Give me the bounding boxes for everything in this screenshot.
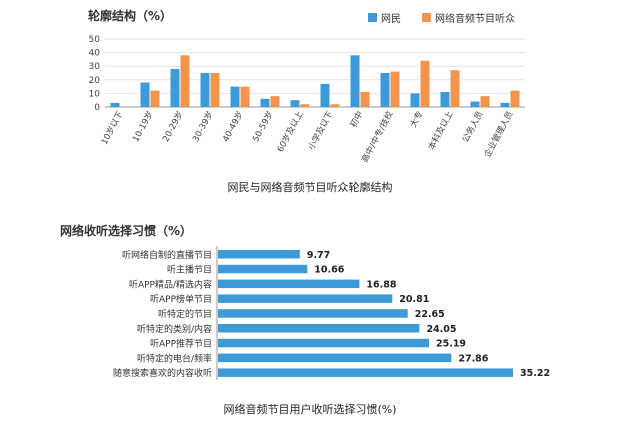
y-tick-label: 50 (89, 35, 101, 45)
bar-netizen (410, 93, 420, 107)
habit-chart-bars (218, 250, 513, 377)
habit-bar (218, 264, 308, 274)
bar-netizen (470, 101, 480, 107)
x-tick-label: 50-59岁 (250, 109, 275, 143)
profile-chart-bars (110, 55, 520, 107)
habit-value-label: 27.86 (458, 353, 488, 364)
bar-listener (360, 92, 370, 107)
habit-bar (218, 250, 300, 259)
bar-listener (480, 96, 490, 107)
x-tick-label: 30-39岁 (190, 109, 215, 143)
legend-swatch-audio-listener (422, 13, 431, 22)
bar-netizen (380, 73, 390, 107)
bar-netizen (290, 100, 300, 107)
habit-category-label: 听APP推荐节目 (150, 338, 212, 350)
habit-chart-title: 网络收听选择习惯（%） (60, 223, 192, 238)
x-tick-label: 20-29岁 (160, 109, 185, 143)
bar-netizen (170, 68, 180, 107)
habit-bar (218, 368, 513, 377)
habit-value-label: 16.88 (366, 279, 396, 290)
habit-value-label: 10.66 (314, 265, 344, 276)
x-tick-label: 本科及以上 (426, 109, 456, 152)
profile-chart-grid (105, 38, 525, 108)
habit-chart: 网络收听选择习惯（%） 听网络自制的直播节目听主播节目听APP精品/精选内容听A… (60, 223, 550, 416)
bar-listener (300, 104, 310, 107)
habit-bar (218, 338, 429, 348)
bar-netizen (230, 86, 240, 107)
habit-bar (218, 309, 408, 318)
habit-category-label: 听特定的节目 (158, 308, 212, 320)
x-tick-label: 大专 (408, 109, 426, 129)
y-tick-label: 40 (89, 49, 101, 59)
x-tick-label: 企业管理人员 (482, 109, 516, 159)
habit-value-label: 24.05 (426, 324, 456, 335)
x-tick-label: 初中 (348, 109, 366, 129)
bar-netizen (110, 102, 120, 107)
bar-netizen (500, 102, 510, 107)
bar-listener (390, 71, 400, 107)
x-tick-label: 小学及以下 (306, 109, 336, 152)
legend-label-netizen: 网民 (381, 13, 401, 25)
x-tick-label: 高中/中专/技校 (359, 109, 396, 165)
bar-listener (510, 90, 520, 107)
bar-netizen (350, 55, 360, 107)
y-tick-label: 20 (89, 76, 101, 86)
legend-label-audio-listener: 网络音频节目听众 (435, 12, 515, 25)
bar-netizen (440, 92, 450, 107)
profile-chart-legend: 网民 网络音频节目听众 (368, 12, 515, 25)
habit-value-label: 22.65 (415, 309, 445, 320)
y-tick-label: 30 (89, 62, 101, 72)
habit-category-label: 随意搜索喜欢的内容收听 (113, 367, 212, 379)
bar-netizen (320, 83, 330, 107)
habit-category-label: 听特定的类别/内容 (137, 323, 212, 335)
habit-value-label: 25.19 (436, 339, 466, 350)
habit-category-label: 听网络自制的直播节目 (122, 249, 212, 261)
habit-value-label: 9.77 (307, 250, 330, 261)
habit-category-label: 听APP精品/精选内容 (129, 278, 212, 290)
habit-chart-categories: 听网络自制的直播节目听主播节目听APP精品/精选内容听APP榜单节目听特定的节目… (113, 249, 212, 379)
x-tick-label: 公务人员 (460, 109, 486, 144)
habit-bar (218, 353, 452, 363)
bar-netizen (200, 73, 210, 107)
habit-category-label: 听APP榜单节目 (150, 293, 212, 305)
y-tick-label: 10 (89, 89, 101, 99)
y-tick-label: 0 (94, 103, 100, 113)
habit-bar (218, 294, 393, 303)
bar-listener (270, 96, 280, 107)
habit-bar (218, 324, 420, 333)
habit-value-label: 35.22 (520, 368, 550, 379)
profile-chart-caption: 网民与网络音频节目听众轮廓结构 (228, 180, 393, 194)
habit-bar (218, 279, 360, 289)
x-tick-label: 40-49岁 (220, 109, 245, 143)
bar-listener (150, 90, 160, 107)
profile-chart: 轮廓结构（%） 0 10 20 30 40 50 10岁以下 10-19岁 20-29岁 30-… (88, 8, 525, 194)
habit-category-label: 听特定的电台/频率 (137, 352, 212, 364)
bar-listener (210, 73, 220, 107)
bar-listener (330, 104, 340, 107)
x-tick-label: 10-19岁 (130, 109, 155, 143)
habit-category-label: 听主播节目 (167, 264, 212, 276)
x-tick-label: 60岁及以上 (275, 109, 306, 154)
profile-chart-y-axis: 0 10 20 30 40 50 (89, 35, 101, 113)
bar-listener (240, 86, 250, 107)
bar-netizen (140, 82, 150, 107)
habit-chart-caption: 网络音频节目用户收听选择习惯(%) (223, 402, 396, 416)
x-tick-label: 10岁以下 (99, 109, 126, 147)
bar-listener (420, 60, 430, 107)
profile-chart-title: 轮廓结构（%） (88, 8, 172, 23)
habit-value-label: 20.81 (399, 294, 429, 305)
bar-listener (450, 70, 460, 107)
profile-chart-x-axis: 10岁以下 10-19岁 20-29岁 30-39岁 40-49岁 50-59岁 60岁及以… (99, 109, 516, 165)
legend-swatch-netizen (368, 13, 377, 22)
bar-listener (180, 55, 190, 107)
bar-netizen (260, 98, 270, 107)
